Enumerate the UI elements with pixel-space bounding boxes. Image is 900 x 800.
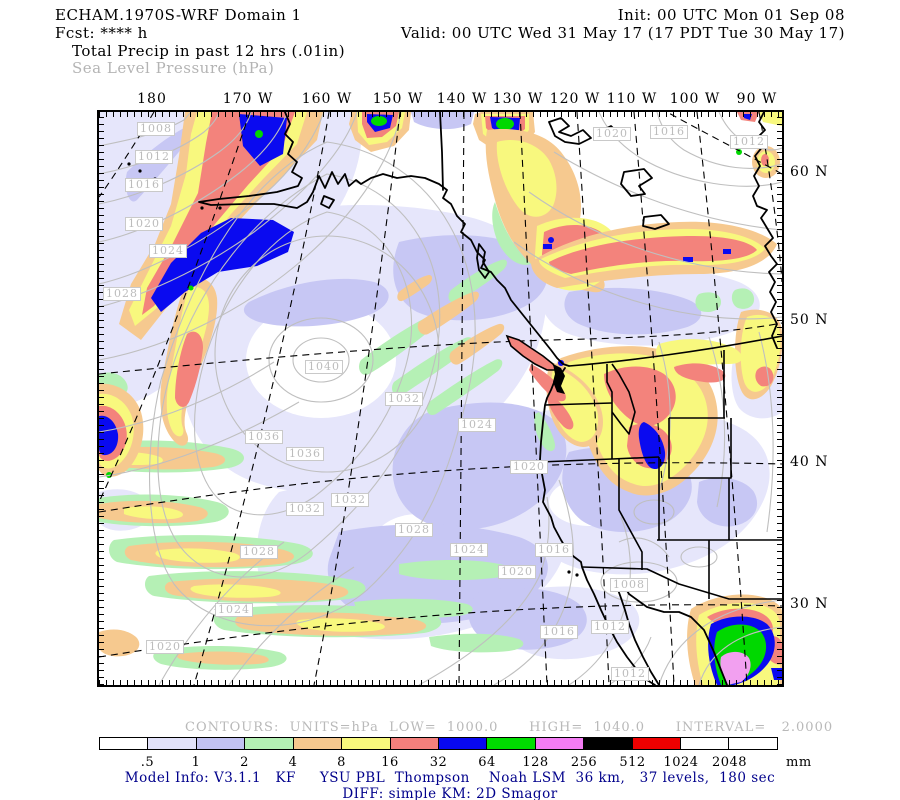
pressure-label: 1020 — [593, 127, 631, 141]
pressure-label: 1012 — [730, 135, 768, 149]
colorbar-label: 2 — [240, 755, 249, 770]
pressure-label: 1024 — [215, 603, 253, 617]
lat-label: 40 N — [790, 454, 829, 470]
pressure-label: 1020 — [146, 640, 184, 654]
colorbar-unit: mm — [786, 755, 812, 770]
pressure-label: 1028 — [103, 287, 141, 301]
pressure-label: 1024 — [450, 543, 488, 557]
colorbar-cell — [390, 737, 439, 750]
lat-label: 30 N — [790, 596, 829, 612]
colorbar-cell — [584, 737, 633, 750]
pressure-label: 1040 — [305, 360, 343, 374]
colorbar-cell — [681, 737, 730, 750]
lon-label: 130 W — [492, 91, 544, 107]
pressure-label: 1016 — [540, 625, 578, 639]
pressure-label: 1016 — [650, 125, 688, 139]
colorbar-label: 8 — [337, 755, 346, 770]
pressure-label: 1012 — [135, 150, 173, 164]
lon-label: 140 W — [436, 91, 488, 107]
colorbar-cell — [487, 737, 536, 750]
lon-label: 90 W — [736, 91, 778, 107]
diff-info: DIFF: simple KM: 2D Smagor — [342, 786, 558, 800]
valid-time: Valid: 00 UTC Wed 31 May 17 (17 PDT Tue … — [400, 24, 845, 42]
colorbar-cell — [342, 737, 391, 750]
pressure-label: 1028 — [395, 523, 433, 537]
pressure-label: 1020 — [498, 565, 536, 579]
lon-label: 150 W — [372, 91, 424, 107]
lon-label: 110 W — [606, 91, 658, 107]
colorbar-cell — [99, 737, 149, 750]
pressure-label: 1008 — [137, 122, 175, 136]
colorbar-label: 128 — [522, 755, 549, 770]
precip-colorbar — [99, 737, 778, 750]
map-graphics — [99, 112, 782, 685]
pressure-label: 1028 — [240, 545, 278, 559]
colorbar-cell — [196, 737, 246, 750]
pressure-label: 1032 — [286, 502, 324, 516]
pressure-label: 1036 — [245, 430, 283, 444]
lat-label: 60 N — [790, 164, 829, 180]
colorbar-cell — [438, 737, 488, 750]
field-slp-title: Sea Level Pressure (hPa) — [72, 59, 275, 77]
model-title: ECHAM.1970S-WRF Domain 1 — [55, 6, 302, 24]
colorbar-label: 1 — [191, 755, 201, 770]
forecast-hour: Fcst: **** h — [55, 24, 148, 42]
colorbar-cell — [729, 737, 778, 750]
pressure-label: 1036 — [286, 447, 324, 461]
colorbar-cell — [293, 737, 343, 750]
colorbar-label: 256 — [570, 755, 598, 770]
colorbar-label: 512 — [619, 755, 646, 770]
init-time: Init: 00 UTC Mon 01 Sep 08 — [617, 6, 845, 24]
field-precip-title: Total Precip in past 12 hrs (.01in) — [72, 42, 346, 60]
pressure-label: 1024 — [458, 418, 496, 432]
colorbar-label: 4 — [288, 755, 298, 770]
colorbar-label: 64 — [478, 755, 496, 770]
pressure-label: 1020 — [510, 460, 548, 474]
model-info: Model Info: V3.1.1 KF YSU PBL Thompson N… — [124, 770, 776, 786]
pressure-label: 1032 — [385, 392, 423, 406]
lon-label: 100 W — [669, 91, 721, 107]
colorbar-label: 16 — [381, 755, 399, 770]
pressure-label: 1016 — [125, 178, 163, 192]
pressure-label: 1024 — [149, 244, 187, 258]
lon-label: 180 — [137, 91, 167, 107]
pressure-label: 1012 — [611, 667, 649, 681]
colorbar-label: 32 — [429, 755, 448, 770]
pressure-label: 1008 — [610, 578, 648, 592]
weather-map: 1008 1012 1016 1020 1024 1028 1020 1016 1012 1040… — [97, 110, 784, 687]
pressure-label: 1032 — [331, 493, 369, 507]
lon-label: 170 W — [222, 91, 274, 107]
pressure-label: 1016 — [535, 543, 573, 557]
lat-label: 50 N — [790, 312, 829, 328]
colorbar-cell — [148, 737, 197, 750]
colorbar-cell — [632, 737, 682, 750]
pressure-label: 1020 — [125, 217, 163, 231]
colorbar-label: 1024 — [663, 755, 699, 770]
colorbar-label: .5 — [140, 755, 155, 770]
contour-info: CONTOURS: UNITS=hPa LOW= 1000.0 HIGH= 10… — [185, 720, 834, 735]
lon-label: 160 W — [301, 91, 353, 107]
colorbar-cell — [535, 737, 585, 750]
lon-label: 120 W — [549, 91, 601, 107]
pressure-label: 1012 — [591, 620, 629, 634]
colorbar-cell — [245, 737, 294, 750]
colorbar-label: 2048 — [711, 755, 748, 770]
